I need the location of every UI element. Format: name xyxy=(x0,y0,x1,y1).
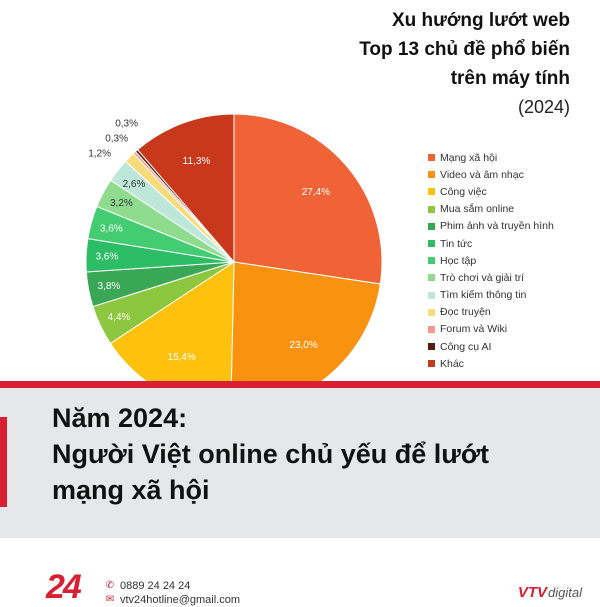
legend-swatch xyxy=(428,240,435,248)
legend-item-mang-xa-hoi: Mạng xã hội xyxy=(428,149,554,166)
legend-item-cong-viec: Công việc xyxy=(428,183,554,200)
pie-label-mua-sam-online: 4,4% xyxy=(108,312,131,323)
legend-swatch xyxy=(428,257,435,265)
legend-swatch xyxy=(428,188,435,196)
legend-item-forum-va-wiki: Forum và Wiki xyxy=(428,321,554,338)
pie-label-doc-truyen: 1,2% xyxy=(88,149,111,160)
pie-slice-cong-viec xyxy=(109,261,235,381)
vtv-digital-logo: VTVdigital xyxy=(518,584,582,601)
legend-label: Mua sắm online xyxy=(440,203,515,216)
pie-label-khac: 11,3% xyxy=(183,156,211,167)
legend-label: Video và âm nhạc xyxy=(440,168,524,181)
headline-line-1: Năm 2024: xyxy=(52,403,188,433)
vtv-brand-main: VTV xyxy=(517,584,548,601)
legend-swatch xyxy=(428,291,435,299)
legend-item-phim-anh-va-truyen-hinh: Phim ảnh và truyền hình xyxy=(428,218,554,235)
legend-swatch xyxy=(428,325,435,333)
legend: Mạng xã hội Video và âm nhạc Công việc Mua … xyxy=(428,149,554,372)
legend-swatch xyxy=(428,343,435,351)
pie-slice-mang-xa-hoi xyxy=(233,113,383,285)
legend-label: Công cụ AI xyxy=(440,340,492,353)
contact-info: ✆ 0889 24 24 24 ✉ vtv24hotline@gmail.com xyxy=(105,579,240,607)
legend-swatch xyxy=(428,222,435,230)
legend-label: Khác xyxy=(440,357,464,370)
legend-item-hoc-tap: Học tập xyxy=(428,252,554,269)
pie-slice-video-va-am-nhac xyxy=(230,261,381,381)
vtv-brand-sub: digital xyxy=(548,585,582,600)
legend-item-video-va-am-nhac: Video và âm nhạc xyxy=(428,166,554,183)
pie-label-cong-viec: 15,4% xyxy=(168,352,196,363)
legend-swatch xyxy=(428,308,435,316)
divider-red-line xyxy=(0,381,600,388)
vtv24-logo: 24 xyxy=(46,568,82,606)
pie-label-tro-choi-va-giai-tri: 3,2% xyxy=(110,198,133,209)
legend-label: Học tập xyxy=(440,254,477,267)
legend-swatch xyxy=(428,154,435,162)
pie-slice-khac xyxy=(136,113,235,264)
headline: Năm 2024: Người Việt online chủ yếu để l… xyxy=(52,400,592,508)
chart-title: Xu hướng lướt web Top 13 chủ đề phổ biến… xyxy=(359,6,570,121)
pie-label-hoc-tap: 3,6% xyxy=(100,223,123,234)
pie-label-phim-anh-va-truyen-hinh: 3,8% xyxy=(98,281,121,292)
title-line-1: Xu hướng lướt web xyxy=(391,10,570,31)
headline-banner xyxy=(0,388,600,538)
pie-label-tin-tuc: 3,6% xyxy=(95,252,118,263)
title-year: (2024) xyxy=(517,97,570,117)
legend-item-khac: Khác xyxy=(428,355,554,372)
legend-label: Tin tức xyxy=(440,237,473,250)
title-line-3: trên máy tính xyxy=(450,68,570,89)
pie-label-forum-va-wiki: 0,3% xyxy=(105,134,128,145)
title-line-2: Top 13 chủ đề phổ biến xyxy=(359,39,570,60)
phone-icon: ✆ xyxy=(105,580,115,591)
pie-label-cong-cu-ai: 0,3% xyxy=(115,119,138,130)
legend-label: Phim ảnh và truyền hình xyxy=(440,220,554,233)
legend-swatch xyxy=(428,360,435,368)
legend-item-tro-choi-va-giai-tri: Trò chơi và giải trí xyxy=(428,269,554,286)
legend-item-tim-kiem-thong-tin: Tìm kiếm thông tin xyxy=(428,287,554,304)
legend-label: Forum và Wiki xyxy=(440,323,508,336)
legend-item-tin-tuc: Tin tức xyxy=(428,235,554,252)
phone-number[interactable]: 0889 24 24 24 xyxy=(120,580,191,592)
legend-label: Công việc xyxy=(440,185,487,198)
legend-item-doc-truyen: Đọc truyện xyxy=(428,304,554,321)
legend-item-cong-cu-ai: Công cụ AI xyxy=(428,338,554,355)
legend-item-mua-sam-online: Mua sắm online xyxy=(428,201,554,218)
legend-label: Tìm kiếm thông tin xyxy=(440,289,527,302)
legend-swatch xyxy=(428,274,435,282)
legend-swatch xyxy=(428,171,435,179)
pie-label-mang-xa-hoi: 27,4% xyxy=(302,187,330,198)
legend-label: Trò chơi và giải trí xyxy=(440,271,525,284)
email-address[interactable]: vtv24hotline@gmail.com xyxy=(120,594,240,606)
headline-line-2: Người Việt online chủ yếu để lướt xyxy=(52,439,490,469)
headline-line-3: mạng xã hội xyxy=(52,475,210,505)
banner-accent-bar xyxy=(0,417,7,507)
pie-label-tim-kiem-thong-tin: 2,6% xyxy=(123,179,146,190)
mail-icon: ✉ xyxy=(105,594,115,605)
legend-swatch xyxy=(428,205,435,213)
legend-label: Mạng xã hội xyxy=(440,151,498,164)
footer: 24 ✆ 0889 24 24 24 ✉ vtv24hotline@gmail.co… xyxy=(0,538,600,607)
pie-label-video-va-am-nhac: 23,0% xyxy=(289,340,317,351)
legend-label: Đọc truyện xyxy=(440,306,491,319)
